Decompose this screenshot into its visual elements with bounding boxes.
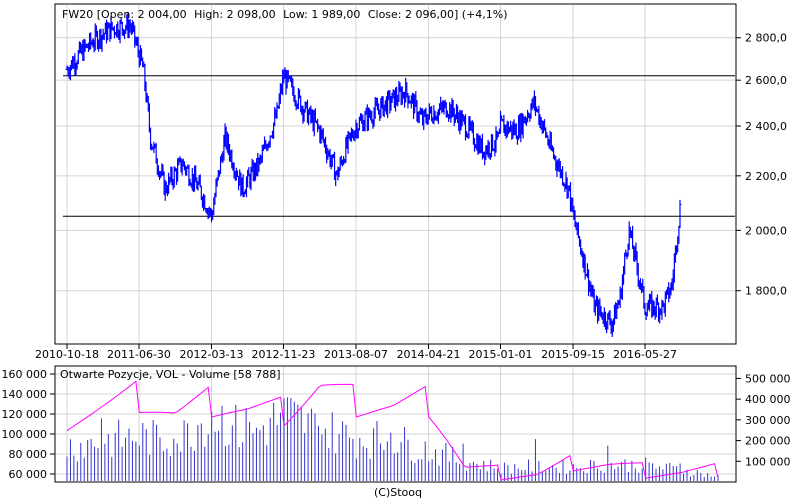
instrument-name: FW20 xyxy=(62,8,93,21)
open-interest-line xyxy=(66,380,719,481)
volume-right-tick-label: 300 000 xyxy=(745,414,791,427)
open-label: Open: xyxy=(101,8,134,21)
volume-title: Otwarte Pozycje, VOL - Volume xyxy=(60,368,230,381)
support-lines xyxy=(63,75,735,217)
price-y-tick-label: 2 800,0 xyxy=(745,32,787,45)
open-value: 2 004,00 xyxy=(138,8,187,21)
volume-left-tick-label: 100 000 xyxy=(2,428,48,441)
close-label: Close: xyxy=(368,8,402,21)
price-y-tick-label: 2 600,0 xyxy=(745,74,787,87)
date-tick-label: 2015-01-01 xyxy=(469,348,533,361)
date-tick-label: 2012-03-13 xyxy=(180,348,244,361)
volume-panel xyxy=(54,365,737,483)
price-header: FW20 [Open: 2 004,00 High: 2 098,00 Low:… xyxy=(62,8,508,21)
high-value: 2 098,00 xyxy=(227,8,276,21)
price-bars xyxy=(65,11,682,337)
price-y-tick-label: 2 000,0 xyxy=(745,224,787,237)
volume-right-tick-label: 400 000 xyxy=(745,393,791,406)
footer-credit: (C)Stooq xyxy=(374,486,422,499)
date-tick-label: 2012-11-23 xyxy=(251,348,315,361)
volume-left-tick-label: 60 000 xyxy=(9,468,48,481)
volume-right-tick-label: 200 000 xyxy=(745,435,791,448)
price-y-tick-label: 2 400,0 xyxy=(745,120,787,133)
close-value: 2 096,00 xyxy=(405,8,454,21)
change-value: (+4,1%) xyxy=(462,8,508,21)
date-tick-label: 2010-10-18 xyxy=(35,348,99,361)
date-tick-label: 2016-05-27 xyxy=(613,348,677,361)
date-tick-label: 2014-04-21 xyxy=(397,348,461,361)
volume-right-tick-label: 100 000 xyxy=(745,455,791,468)
date-tick-label: 2011-06-30 xyxy=(107,348,171,361)
volume-right-axis: 500 000 400 000 300 000 200 000 100 000 xyxy=(736,372,791,468)
date-tick-label: 2015-09-15 xyxy=(541,348,605,361)
volume-left-tick-label: 80 000 xyxy=(9,448,48,461)
price-y-axis: 2 800,0 2 600,0 2 400,0 2 200,0 2 000,0 1 800… xyxy=(736,32,787,298)
volume-bars xyxy=(66,397,719,481)
high-label: High: xyxy=(194,8,223,21)
low-label: Low: xyxy=(283,8,308,21)
date-tick-label: 2013-08-07 xyxy=(324,348,388,361)
volume-left-axis: 160 000 140 000 120 000 100 000 80 000 60 000 xyxy=(2,368,55,481)
volume-right-tick-label: 500 000 xyxy=(745,372,791,385)
volume-latest: [58 788] xyxy=(233,368,280,381)
price-y-tick-label: 1 800,0 xyxy=(745,285,787,298)
price-y-tick-label: 2 200,0 xyxy=(745,170,787,183)
volume-left-tick-label: 160 000 xyxy=(2,368,48,381)
volume-left-tick-label: 120 000 xyxy=(2,408,48,421)
low-value: 1 989,00 xyxy=(311,8,360,21)
date-axis: 2010-10-18 2011-06-30 2012-03-13 2012-11-23… xyxy=(35,344,677,361)
volume-header: Otwarte Pozycje, VOL - Volume [58 788] xyxy=(60,368,281,381)
volume-left-tick-label: 140 000 xyxy=(2,388,48,401)
